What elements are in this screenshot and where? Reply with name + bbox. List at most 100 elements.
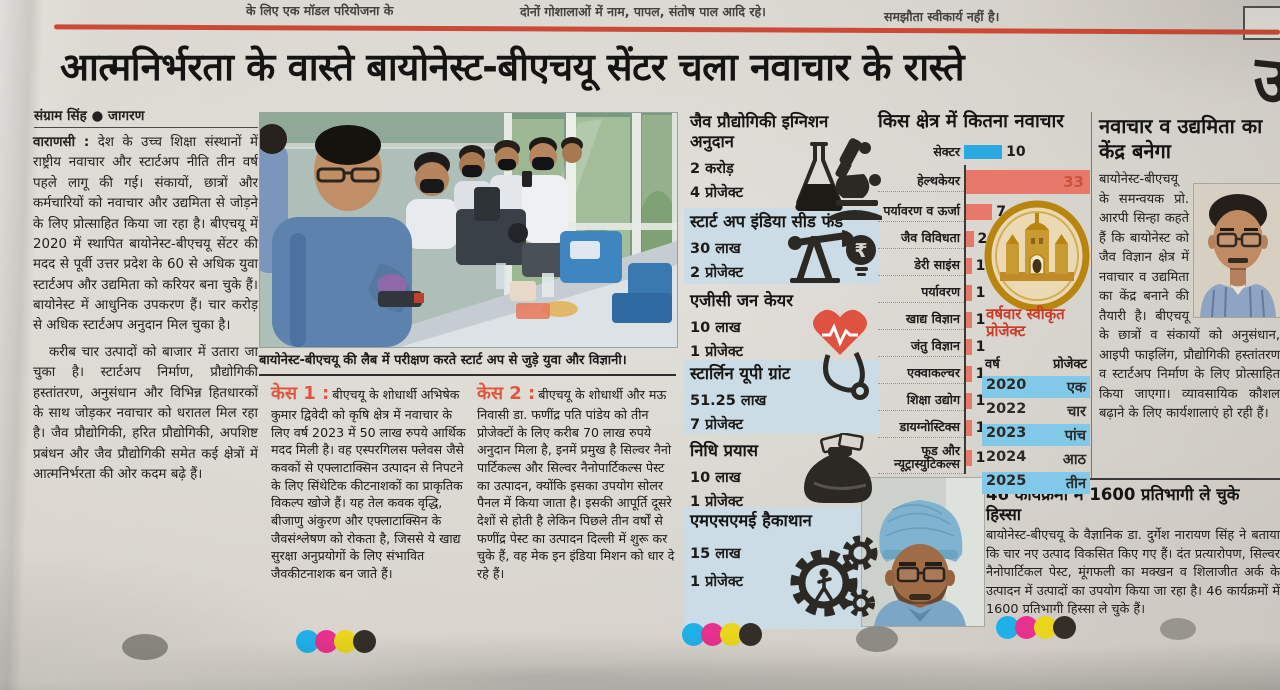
grant-amount: 2 करोड़ (690, 160, 734, 177)
section-divider-rule (53, 24, 1280, 35)
bar-label: हेल्थकेयर (878, 171, 964, 192)
bottom-article-body: बायोनेस्ट-बीएचयू के वैज्ञानिक डा. दुर्गे… (986, 528, 1280, 618)
lead-paragraph-2: करीब चार उत्पादों को बाजार में उतारा जा … (33, 344, 258, 482)
legend-value: 10 (1006, 143, 1026, 160)
table-row: 2020 एक (982, 376, 1090, 398)
case-1: केस 1 : बीएचयू के शोधार्थी अभिषेक कुमार द… (271, 381, 471, 582)
bar (966, 257, 972, 274)
case-2: केस 2 : बीएचयू के शोधार्थी और मऊ निवासी ड… (477, 381, 677, 582)
yellow-dot (334, 630, 357, 653)
bar-label: डायग्नोस्टिक्स (878, 417, 964, 438)
byline: संग्राम सिंह ● जागरण (34, 108, 145, 124)
chart-bar-row: फूड और न्यूट्रास्युटिकल्स 1 (878, 441, 1090, 475)
oil-pump-rupee-icon: ₹ (786, 224, 878, 288)
bar (966, 419, 972, 436)
flask-microscope-icon (778, 136, 884, 224)
grant-title: निधि प्रयास (690, 441, 758, 460)
black-dot (1053, 616, 1076, 639)
grant-projects: 7 प्रोजेक्ट (690, 416, 744, 433)
print-smudge (1160, 618, 1196, 640)
bar-value: 33 (1063, 172, 1084, 191)
bar (966, 338, 972, 355)
magenta-dot (315, 630, 338, 653)
bar-label: पर्यावरण (878, 282, 964, 303)
lead-article-column: वाराणसी : देश के उच्च शिक्षा संस्थानों म… (33, 133, 258, 491)
grant-projects: 1 प्रोजेक्ट (690, 493, 744, 510)
grant-title: स्टार्ट अप इंडिया सीड फंड (690, 212, 844, 231)
col-projects: प्रोजेक्ट (1052, 357, 1087, 372)
bar-label: जैव विविधता (878, 228, 964, 249)
cropped-article-fragment: के लिए एक मॉडल परियोजना के (246, 3, 394, 18)
bar-label: शिक्षा उद्योग (878, 390, 964, 411)
chart-bar-row: शिक्षा उद्योग 1 (878, 387, 1090, 414)
yellow-dot (720, 623, 743, 646)
sector-bar-chart: किस क्षेत्र में कितना नवाचार सेक्टर 10 ह… (878, 108, 1090, 475)
grant-title: एजीसी जन केयर (690, 291, 793, 310)
bar-value: 2 (977, 230, 988, 247)
column-rule (1091, 112, 1092, 478)
bar-value: 1 (975, 338, 986, 355)
svg-text:₹: ₹ (854, 240, 867, 262)
dr-durgesh-narayan-singh-portrait (861, 477, 985, 627)
cyan-dot (996, 616, 1019, 639)
grant-projects: 1 प्रोजेक्ट (690, 343, 744, 360)
lab-photo-illustration (260, 113, 677, 347)
bar-label: एक्वाकल्चर (878, 363, 964, 384)
grant-projects: 1 प्रोजेक्ट (690, 573, 744, 590)
chart-legend: सेक्टर 10 (878, 138, 1090, 165)
bar-label: खाद्य विज्ञान (878, 309, 964, 330)
table-row: 2025 तीन (982, 472, 1090, 494)
grant-amount: 51.25 लाख (690, 392, 767, 409)
chart-bar-row: डेरी साइंस 1 (878, 252, 1090, 279)
legend-swatch (964, 144, 1003, 159)
grant-item-nidhi-prayas: निधि प्रयास 10 लाख 1 प्रोजेक्ट (684, 432, 880, 510)
grant-amount: 10 लाख (690, 469, 741, 486)
yellow-dot (1034, 616, 1057, 639)
case-1-label: केस 1 : (271, 383, 330, 404)
cropped-article-fragment: दोनों गोशालाओं में नाम, पापल, संतोष पाल … (520, 4, 766, 19)
bar (966, 230, 974, 247)
lead-paragraph-1: देश के उच्च शिक्षा संस्थानों में राष्ट्र… (33, 135, 258, 334)
col-year: वर्ष (985, 357, 1000, 372)
bar-value: 1 (975, 449, 986, 466)
bar (966, 169, 1090, 194)
case-2-text: बीएचयू के शोधार्थी और मऊ निवासी डा. फणीं… (477, 387, 675, 581)
chart-bar-row: पर्यावरण 1 (878, 279, 1090, 306)
table-row: 2023 पांच (982, 424, 1090, 446)
bar (966, 284, 972, 301)
bar (966, 449, 972, 466)
grant-item-ignition: जैव प्रौद्योगिकी इग्निशन अनुदान 2 करोड़ … (684, 108, 882, 220)
bar (966, 365, 972, 382)
table-row: 2022 चार (986, 401, 1086, 420)
grant-item-seed-fund: स्टार्ट अप इंडिया सीड फंड 30 लाख 2 प्रोज… (684, 208, 880, 284)
cyan-dot (682, 623, 705, 646)
grant-item-msme-hackathon: एमएसएमई हैकाथान 15 लाख 1 प्रोजेक्ट (684, 507, 880, 629)
bar-label: डेरी साइंस (878, 255, 964, 276)
chart-bar-row: एक्वाकल्चर 1 (878, 360, 1090, 387)
chart-bar-row: खाद्य विज्ञान 1 (878, 306, 1090, 333)
chart-bar-row: डायग्नोस्टिक्स 1 (878, 414, 1090, 441)
print-smudge (856, 626, 898, 652)
legend-label: सेक्टर (933, 143, 960, 159)
bar-label: जंतु विज्ञान (878, 336, 964, 357)
grant-title: एमएसएमई हैकाथान (690, 511, 812, 530)
bar (966, 203, 993, 220)
dateline: वाराणसी : (33, 135, 90, 150)
side-article-text: बायोनेस्ट-बीएचयू के समन्वयक प्रो. आरपी स… (1099, 172, 1280, 421)
print-smudge (122, 634, 168, 660)
bar-value: 1 (975, 365, 986, 382)
chart-bar-row: जैव विविधता 2 (878, 225, 1090, 252)
magenta-dot (1015, 616, 1038, 639)
grant-amount: 15 लाख (690, 545, 741, 562)
chart-title: किस क्षेत्र में कितना नवाचार (878, 111, 1064, 132)
case-1-text: बीएचयू के शोधार्थी अभिषेक कुमार द्विवेदी… (271, 387, 466, 581)
table-header: वर्ष प्रोजेक्ट (982, 352, 1090, 374)
chart-bar-row: जंतु विज्ञान 1 (878, 333, 1090, 360)
cmyk-registration-dots (682, 623, 762, 646)
grant-amount: 30 लाख (690, 240, 741, 257)
bar-value: 1 (975, 419, 986, 436)
side-article-body: बायोनेस्ट-बीएचयू के समन्वयक प्रो. आरपी स… (1099, 170, 1280, 424)
money-bag-icon (794, 432, 880, 509)
bar-value: 7 (996, 203, 1007, 220)
